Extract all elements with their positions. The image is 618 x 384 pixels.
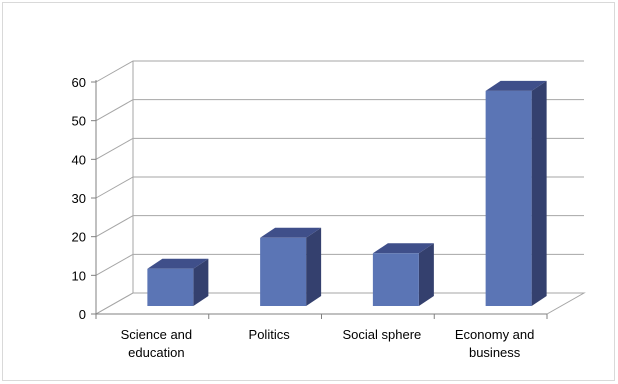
bar-top (372, 243, 434, 254)
x-category-label: Science and education (121, 327, 193, 360)
y-tick-label: 50 (72, 114, 86, 129)
x-category-label-line: Social sphere (342, 327, 421, 342)
x-category-label-line: Science and (121, 327, 193, 342)
gridline (95, 60, 584, 83)
x-category-label-line: Economy and (455, 327, 535, 342)
y-tick-label: 20 (72, 230, 86, 245)
y-tick-label: 10 (72, 268, 86, 283)
bar-top (260, 227, 322, 238)
bars (147, 80, 547, 306)
y-axis-tick-labels: 0 10 20 30 40 50 60 (72, 75, 86, 322)
x-axis-category-labels: Science and education Politics Social spher… (121, 327, 535, 360)
bar-front (372, 253, 419, 306)
y-tick-label: 0 (79, 307, 86, 322)
bar-top (147, 258, 209, 269)
x-category-label: Economy and business (455, 327, 535, 360)
bar-side (418, 243, 434, 306)
bar (147, 258, 209, 306)
bar-side (193, 258, 209, 306)
x-category-label-line: education (128, 345, 184, 360)
bar-side (531, 80, 547, 306)
x-category-label-line: Politics (249, 327, 291, 342)
bar (372, 243, 434, 306)
y-tick-label: 60 (72, 75, 86, 90)
bar-front (485, 90, 532, 306)
axes (91, 61, 548, 319)
bar-side (306, 227, 322, 306)
y-tick-label: 40 (72, 152, 86, 167)
x-category-label: Social sphere (342, 327, 421, 342)
bar-front (147, 268, 194, 306)
bar (260, 227, 322, 306)
x-category-label-line: business (469, 345, 521, 360)
bar (485, 80, 547, 306)
bar-front (260, 237, 307, 306)
bar-top (485, 80, 547, 91)
y-tick-label: 30 (72, 191, 86, 206)
x-category-label: Politics (249, 327, 291, 342)
